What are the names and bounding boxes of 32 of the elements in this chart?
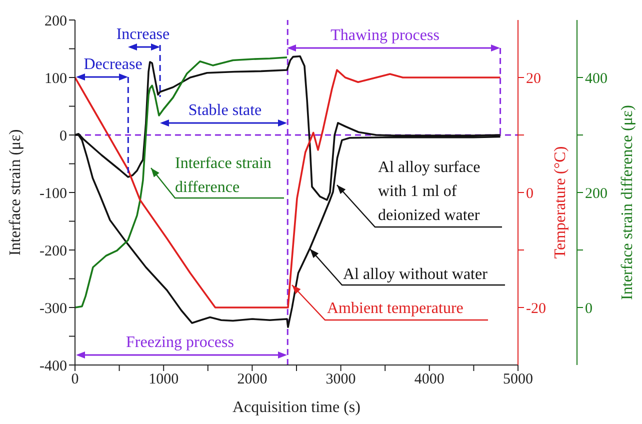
text: Al alloy without water (343, 266, 488, 283)
y-tick-label: -200 (40, 243, 67, 260)
y-tick-label: 0 (60, 128, 67, 144)
y2-tick-label: 20 (526, 70, 541, 87)
annotation: Increase (116, 26, 170, 43)
x-tick-label: 5000 (503, 372, 533, 388)
y-tick-label: -400 (40, 358, 67, 374)
y-tick-label: -300 (40, 300, 67, 317)
y-tick-label: 100 (44, 70, 67, 87)
y3-axis-title: Interface strain difference (με) (619, 105, 636, 300)
x-tick-label: 2000 (237, 372, 268, 388)
y-tick-label: 200 (44, 13, 67, 30)
x-axis-title: Acquisition time (s) (232, 399, 360, 416)
x-tick-label: 0 (71, 372, 79, 388)
annotation: Freezing process (126, 334, 234, 351)
y3-tick-label: 200 (585, 186, 608, 202)
y3-tick-label: 400 (585, 70, 608, 87)
x-tick-label: 4000 (414, 372, 444, 388)
annotation: Thawing process (330, 27, 440, 44)
legend-label: Interface strain difference (175, 155, 272, 196)
x-tick-label: 1000 (148, 372, 179, 388)
y3-tick-label: 0 (585, 300, 592, 317)
annotation: Stable state (188, 102, 262, 119)
text: Ambient temperature (327, 300, 464, 317)
x-tick-label: 3000 (326, 372, 356, 388)
annotation: Decrease (84, 56, 142, 73)
y-tick-label: -100 (40, 186, 67, 202)
y-axis-title: Interface strain (με) (7, 129, 24, 256)
legend-label: Al alloy surface with 1 ml of deionized water (378, 159, 480, 224)
y2-axis-title: Temperature (°C) (552, 146, 569, 259)
y2-tick-label: -20 (526, 300, 546, 317)
y2-tick-label: 0 (526, 186, 534, 202)
